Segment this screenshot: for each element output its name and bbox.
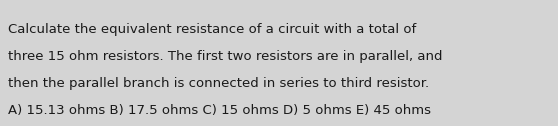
Text: then the parallel branch is connected in series to third resistor.: then the parallel branch is connected in…: [8, 77, 430, 90]
Text: Calculate the equivalent resistance of a circuit with a total of: Calculate the equivalent resistance of a…: [8, 23, 417, 36]
Text: three 15 ohm resistors. The first two resistors are in parallel, and: three 15 ohm resistors. The first two re…: [8, 50, 443, 63]
Text: A) 15.13 ohms B) 17.5 ohms C) 15 ohms D) 5 ohms E) 45 ohms: A) 15.13 ohms B) 17.5 ohms C) 15 ohms D)…: [8, 104, 431, 117]
